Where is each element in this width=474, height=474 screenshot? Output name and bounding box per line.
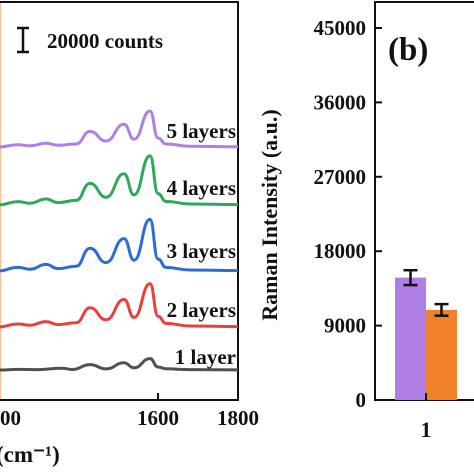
- series-line-2: [0, 282, 239, 329]
- series-labels: 1 layer 2 layers 3 layers 4 layers 5 layers: [167, 119, 236, 369]
- y-tick-label: 0: [356, 388, 367, 412]
- scale-bar: 20000 counts: [17, 26, 163, 54]
- scale-bar-label: 20000 counts: [47, 29, 163, 53]
- x-tick-label: 1800: [217, 406, 259, 430]
- series-line-5: [0, 109, 239, 149]
- bar-panel: (b) 0 9000 18000 27000 36000 45000 Raman Inte…: [257, 1, 474, 442]
- series-label-4: 4 layers: [167, 176, 236, 200]
- x-ticks: 00 1600 1800: [0, 393, 259, 430]
- x-tick-label: 1600: [137, 406, 179, 430]
- panel-label-b: (b): [388, 32, 428, 68]
- bars: [395, 268, 457, 400]
- bar-1: [395, 277, 426, 400]
- series-line-1: [0, 357, 239, 372]
- bar-category-label: 1: [421, 417, 432, 442]
- y-tick-label: 18000: [314, 239, 367, 263]
- bar-x-ticks: 1: [421, 393, 432, 442]
- series-label-5: 5 layers: [167, 119, 236, 143]
- spectra-series: [0, 109, 239, 372]
- series-label-1: 1 layer: [175, 345, 236, 369]
- x-axis-label: (cm⁻¹): [0, 442, 60, 467]
- series-line-4: [0, 154, 239, 207]
- spectra-plot-frame: [0, 1, 239, 401]
- y-tick-label: 36000: [314, 90, 367, 114]
- series-line-3: [0, 217, 239, 273]
- y-axis-label: Raman Intensity (a.u.): [257, 109, 282, 320]
- y-tick-label: 9000: [324, 314, 366, 338]
- series-label-2: 2 layers: [167, 298, 236, 322]
- highlight-band-rect: [0, 2, 2, 400]
- y-ticks: 0 9000 18000 27000 36000 45000: [314, 16, 382, 412]
- highlight-band: [0, 2, 2, 400]
- bar-2: [426, 309, 457, 400]
- y-tick-label: 45000: [314, 16, 367, 40]
- x-tick-label: 00: [0, 406, 21, 430]
- y-tick-label: 27000: [314, 165, 367, 189]
- spectra-panel: 20000 counts 1 layer 2 layers 3 layers 4 la…: [0, 1, 259, 467]
- series-label-3: 3 layers: [167, 239, 236, 263]
